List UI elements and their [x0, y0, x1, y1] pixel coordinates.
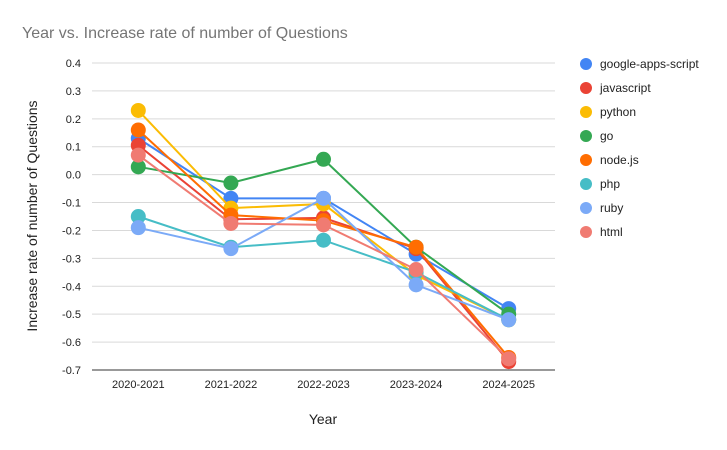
legend-label: node.js [600, 153, 639, 167]
x-tick-label: 2022-2023 [297, 379, 350, 391]
legend-marker [580, 154, 592, 166]
data-point [130, 122, 146, 138]
series-html [130, 147, 517, 367]
legend-label: go [600, 129, 614, 143]
legend-label: google-apps-script [600, 57, 699, 71]
y-tick-label: 0.0 [66, 170, 81, 182]
y-tick-label: -0.5 [62, 309, 81, 321]
series-line [137, 154, 510, 360]
data-point [130, 220, 146, 236]
x-tick-label: 2023-2024 [390, 379, 443, 391]
chart-title: Year vs. Increase rate of number of Ques… [22, 25, 348, 42]
series-javascript [130, 137, 517, 370]
y-tick-label: 0.2 [66, 114, 81, 126]
x-axis-ticks: 2020-2021 2021-2022 2022-2023 2023-2024 2024… [112, 379, 535, 391]
x-tick-label: 2024-2025 [482, 379, 535, 391]
data-point [130, 159, 146, 175]
data-point [130, 147, 146, 163]
y-tick-label: -0.4 [62, 281, 81, 293]
x-tick-label: 2020-2021 [112, 379, 165, 391]
data-point [130, 102, 146, 118]
y-tick-label: -0.6 [62, 337, 81, 349]
data-point [501, 351, 517, 367]
y-axis-title: Increase rate of number of Questions [24, 100, 40, 331]
legend-label: php [600, 177, 620, 191]
y-tick-label: 0.1 [66, 142, 81, 154]
legend-marker [580, 58, 592, 70]
legend-marker [580, 130, 592, 142]
legend-item: php [580, 177, 620, 191]
y-tick-label: -0.7 [62, 365, 81, 377]
x-axis-title: Year [309, 411, 338, 427]
legend-label: html [600, 225, 623, 239]
data-point [408, 262, 424, 278]
data-point [316, 151, 331, 167]
legend: google-apps-script javascript python go node… [580, 57, 699, 239]
data-point [223, 215, 239, 231]
y-tick-label: -0.1 [62, 198, 81, 210]
x-tick-label: 2021-2022 [205, 379, 258, 391]
series-ruby [130, 190, 517, 328]
y-tick-label: 0.4 [66, 58, 81, 70]
legend-marker [580, 202, 592, 214]
legend-marker [580, 226, 592, 238]
data-point [501, 312, 517, 328]
legend-label: javascript [599, 81, 651, 95]
legend-item: go [580, 129, 614, 143]
legend-item: google-apps-script [580, 57, 699, 71]
legend-marker [580, 106, 592, 118]
data-point [408, 277, 424, 293]
legend-item: javascript [580, 81, 651, 95]
series-line [137, 144, 510, 363]
data-point [316, 232, 331, 248]
data-point [316, 217, 331, 233]
y-tick-label: -0.2 [62, 225, 81, 237]
data-point [223, 175, 239, 191]
legend-item: node.js [580, 153, 639, 167]
legend-marker [580, 82, 592, 94]
data-point [408, 239, 424, 255]
data-point [316, 190, 331, 206]
legend-item: ruby [580, 201, 623, 215]
series-group [130, 102, 517, 370]
y-tick-label: 0.3 [66, 86, 81, 98]
legend-item: python [580, 105, 636, 119]
data-point [223, 241, 239, 257]
legend-marker [580, 178, 592, 190]
legend-label: python [600, 105, 636, 119]
y-tick-label: -0.3 [62, 253, 81, 265]
y-axis-ticks: 0.4 0.3 0.2 0.1 0.0 -0.1 -0.2 -0.3 -0.4 -0.5 -0.6 -… [62, 58, 81, 377]
data-point [130, 209, 146, 224]
legend-item: html [580, 225, 623, 239]
legend-label: ruby [600, 201, 623, 215]
